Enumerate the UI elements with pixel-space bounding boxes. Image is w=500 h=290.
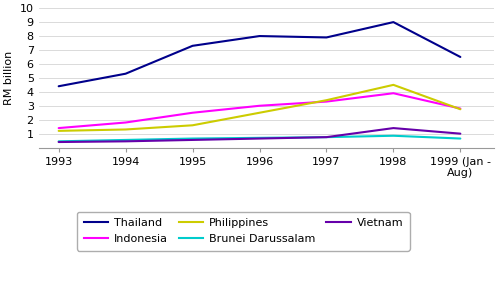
Legend: Thailand, Indonesia, Philippines, Brunei Darussalam, Vietnam: Thailand, Indonesia, Philippines, Brunei… (77, 212, 409, 251)
Y-axis label: RM billion: RM billion (4, 51, 14, 105)
